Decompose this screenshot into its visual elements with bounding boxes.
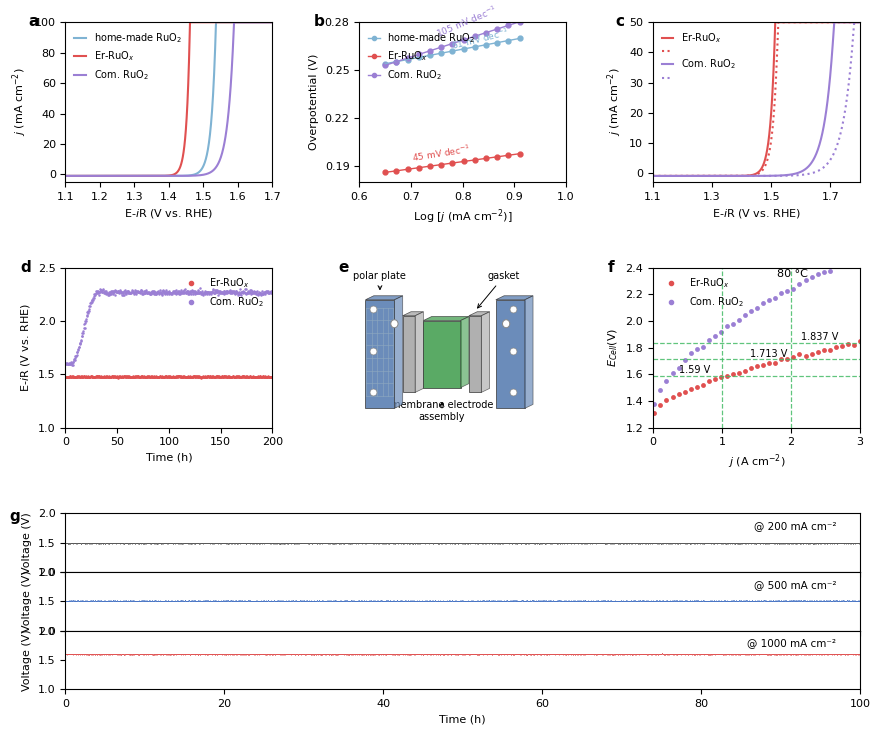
Text: 1.59 V: 1.59 V bbox=[679, 365, 711, 375]
FancyBboxPatch shape bbox=[366, 300, 395, 408]
Y-axis label: Voltage (V): Voltage (V) bbox=[23, 512, 32, 574]
Legend: Er-RuO$_x$, Com. RuO$_2$: Er-RuO$_x$, Com. RuO$_2$ bbox=[658, 273, 747, 313]
Text: @ 200 mA cm⁻²: @ 200 mA cm⁻² bbox=[753, 521, 836, 531]
Text: g: g bbox=[10, 509, 21, 524]
Polygon shape bbox=[415, 312, 423, 393]
FancyBboxPatch shape bbox=[402, 316, 415, 393]
Text: membrane electrode
assembly: membrane electrode assembly bbox=[391, 400, 493, 422]
Text: 105 mV dec$^{-1}$: 105 mV dec$^{-1}$ bbox=[434, 4, 498, 40]
X-axis label: E-$i$R (V vs. RHE): E-$i$R (V vs. RHE) bbox=[712, 207, 801, 220]
Y-axis label: $E_{Cell}$(V): $E_{Cell}$(V) bbox=[606, 328, 620, 368]
Polygon shape bbox=[366, 296, 402, 300]
Polygon shape bbox=[469, 312, 490, 316]
Ellipse shape bbox=[503, 319, 510, 328]
Y-axis label: E-$i$R (V vs. RHE): E-$i$R (V vs. RHE) bbox=[19, 303, 32, 392]
Polygon shape bbox=[402, 312, 423, 316]
X-axis label: Time (h): Time (h) bbox=[439, 714, 486, 725]
Text: d: d bbox=[20, 260, 31, 275]
Text: a: a bbox=[28, 14, 38, 29]
Y-axis label: $j$ (mA cm$^{-2}$): $j$ (mA cm$^{-2}$) bbox=[10, 68, 29, 136]
Legend: home-made RuO$_2$, Er-RuO$_x$, Com. RuO$_2$: home-made RuO$_2$, Er-RuO$_x$, Com. RuO$… bbox=[364, 27, 479, 86]
Polygon shape bbox=[525, 296, 533, 408]
Text: 61 mV dec$^{-1}$: 61 mV dec$^{-1}$ bbox=[450, 26, 510, 52]
X-axis label: E-$i$R (V vs. RHE): E-$i$R (V vs. RHE) bbox=[125, 207, 213, 220]
Polygon shape bbox=[395, 296, 402, 408]
FancyBboxPatch shape bbox=[496, 300, 525, 408]
Y-axis label: Voltage (V): Voltage (V) bbox=[23, 571, 32, 632]
Text: gasket: gasket bbox=[478, 271, 520, 308]
Polygon shape bbox=[496, 296, 533, 300]
Legend: Er-RuO$_x$, Com. RuO$_2$: Er-RuO$_x$, Com. RuO$_2$ bbox=[178, 273, 267, 313]
Text: f: f bbox=[608, 260, 614, 275]
Text: @ 1000 mA cm⁻²: @ 1000 mA cm⁻² bbox=[747, 638, 836, 648]
X-axis label: Log [$j$ (mA cm$^{-2}$)]: Log [$j$ (mA cm$^{-2}$)] bbox=[413, 207, 512, 226]
Text: 80 °C: 80 °C bbox=[777, 270, 808, 279]
Text: @ 500 mA cm⁻²: @ 500 mA cm⁻² bbox=[753, 579, 836, 590]
Y-axis label: $j$ (mA cm$^{-2}$): $j$ (mA cm$^{-2}$) bbox=[605, 68, 623, 136]
Text: polar plate: polar plate bbox=[354, 271, 406, 290]
Legend: home-made RuO$_2$, Er-RuO$_x$, Com. RuO$_2$: home-made RuO$_2$, Er-RuO$_x$, Com. RuO$… bbox=[71, 27, 186, 86]
Ellipse shape bbox=[391, 319, 398, 328]
Text: 45 mV dec$^{-1}$: 45 mV dec$^{-1}$ bbox=[411, 142, 471, 164]
Text: c: c bbox=[615, 14, 625, 29]
Text: b: b bbox=[313, 14, 325, 29]
FancyBboxPatch shape bbox=[423, 321, 461, 388]
X-axis label: $j$ (A cm$^{-2}$): $j$ (A cm$^{-2}$) bbox=[727, 453, 786, 471]
Text: e: e bbox=[339, 260, 349, 275]
Polygon shape bbox=[481, 312, 490, 393]
Text: 1.713 V: 1.713 V bbox=[750, 348, 787, 359]
Legend: Er-RuO$_x$, , Com. RuO$_2$, : Er-RuO$_x$, , Com. RuO$_2$, bbox=[658, 27, 739, 87]
Y-axis label: Voltage (V): Voltage (V) bbox=[23, 629, 32, 691]
X-axis label: Time (h): Time (h) bbox=[146, 453, 192, 463]
Y-axis label: Overpotential (V): Overpotential (V) bbox=[309, 54, 320, 150]
Polygon shape bbox=[423, 316, 469, 321]
Polygon shape bbox=[461, 316, 469, 388]
FancyBboxPatch shape bbox=[469, 316, 481, 393]
Text: 1.837 V: 1.837 V bbox=[801, 332, 839, 342]
